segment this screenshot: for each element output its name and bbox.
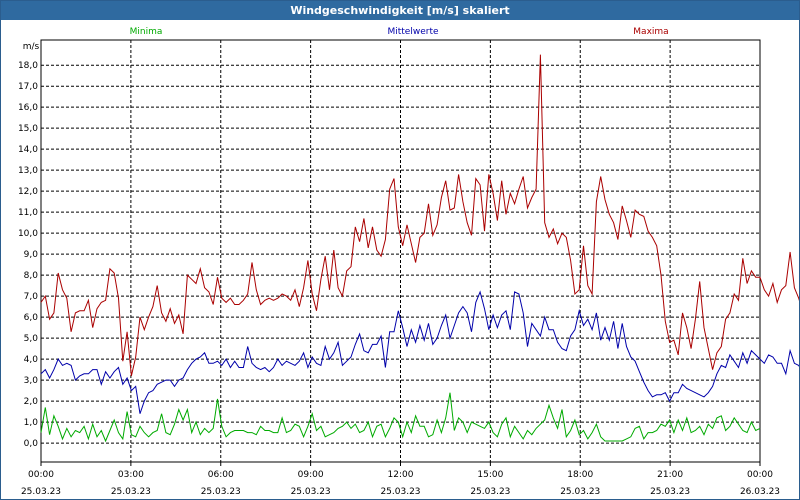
x-tick-time-label: 09:00 [298,470,324,480]
series-line-maxima [40,54,799,377]
y-tick-label: 8,0 [24,271,39,281]
y-tick-label: 12,0 [18,187,38,197]
x-tick-date-label: 25.03.23 [201,487,241,497]
y-tick-label: 0,0 [24,439,39,449]
x-tick-time-label: 21:00 [657,470,683,480]
y-tick-label: 2,0 [24,397,39,407]
legend-entry-minima: Minima [130,27,163,37]
x-tick-date-label: 25.03.23 [21,487,61,497]
x-tick-date-label: 25.03.23 [111,487,151,497]
y-tick-label: 1,0 [24,418,39,428]
x-tick-date-label: 25.03.23 [380,487,420,497]
x-tick-time-label: 00:00 [28,470,54,480]
series-line-mittelwerte [40,290,799,414]
y-tick-label: 5,0 [24,334,39,344]
y-tick-label: 4,0 [24,355,39,365]
y-tick-label: 14,0 [18,145,38,155]
x-tick-date-label: 25.03.23 [470,487,510,497]
x-tick-time-label: 12:00 [388,470,414,480]
series-line-minima [40,392,761,443]
y-tick-label: 15,0 [18,124,38,134]
chart-title: Windgeschwindigkeit [m/s] skaliert [1,1,799,20]
x-tick-date-label: 25.03.23 [650,487,690,497]
y-tick-label: 3,0 [24,376,39,386]
x-tick-time-label: 18:00 [567,470,593,480]
y-tick-label: 18,0 [18,61,38,71]
y-tick-label: 17,0 [18,82,38,92]
x-tick-date-label: 25.03.23 [291,487,331,497]
legend-entry-mittelwerte: Mittelwerte [387,27,438,37]
x-tick-date-label: 25.03.23 [560,487,600,497]
legend-entry-maxima: Maxima [633,27,668,37]
y-tick-label: 13,0 [18,166,38,176]
x-tick-time-label: 03:00 [118,470,144,480]
y-tick-label: 9,0 [24,250,39,260]
x-tick-time-label: 00:00 [747,470,773,480]
x-tick-date-label: 26.03.23 [740,487,780,497]
y-tick-label: 7,0 [24,292,39,302]
x-tick-time-label: 06:00 [208,470,234,480]
chart-canvas: m/s 0,0 1,0 2,0 3,0 4,0 5,0 6,0 7,0 8,0 9,0 10,0 11,… [18,27,799,497]
y-tick-label: 10,0 [18,229,38,239]
y-axis-unit-label: m/s [23,42,40,52]
y-tick-label: 11,0 [18,208,38,218]
y-tick-label: 16,0 [18,103,38,113]
y-tick-label: 6,0 [24,313,39,323]
x-tick-time-label: 15:00 [477,470,503,480]
